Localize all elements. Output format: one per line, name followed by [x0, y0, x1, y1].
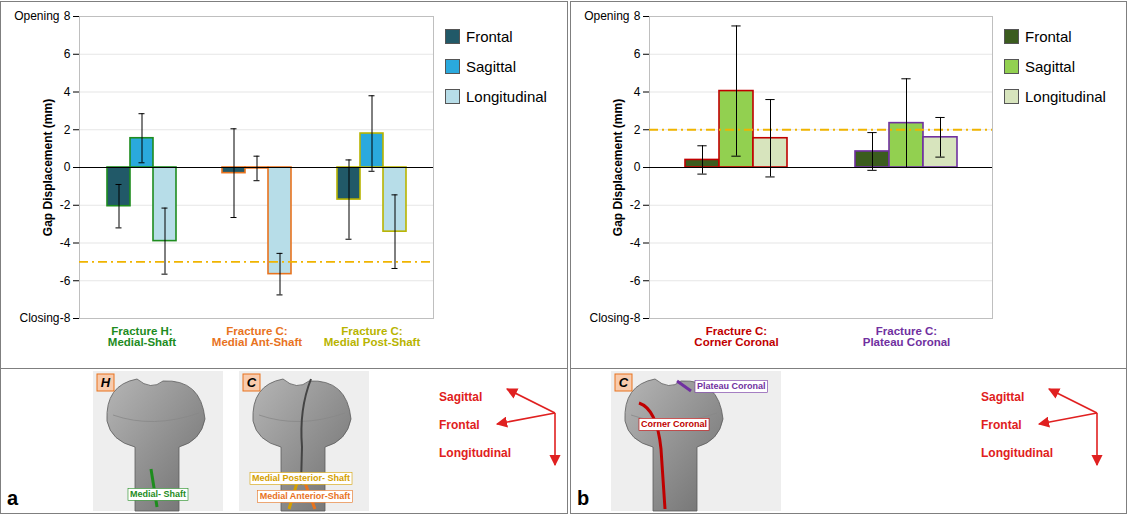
svg-text:Medial Posterior- Shaft: Medial Posterior- Shaft	[252, 473, 350, 483]
svg-text:-4: -4	[630, 236, 641, 250]
svg-text:2: 2	[64, 123, 71, 137]
html-text:Sagittal: Sagittal	[466, 58, 516, 75]
svg-text:Frontal: Frontal	[439, 418, 480, 432]
svg-text:Fracture C:Medial Ant-Shaft: Fracture C:Medial Ant-Shaft	[212, 325, 302, 349]
svg-text:2: 2	[634, 123, 641, 137]
svg-text:Gap Displacement (mm): Gap Displacement (mm)	[611, 99, 625, 236]
svg-text:Opening: Opening	[584, 9, 629, 23]
svg-text:-2: -2	[60, 198, 71, 212]
svg-text:Fracture H:Medial-Shaft: Fracture H:Medial-Shaft	[108, 325, 177, 349]
svg-text:Fracture C:Corner Coronal: Fracture C:Corner Coronal	[694, 325, 778, 349]
svg-text:Closing: Closing	[19, 311, 59, 325]
svg-text:8: 8	[634, 9, 641, 23]
svg-text:Opening: Opening	[14, 9, 59, 23]
svg-text:Sagittal: Sagittal	[439, 390, 482, 404]
svg-text:C: C	[619, 375, 629, 390]
svg-text:Longitudinal: Longitudinal	[981, 446, 1053, 460]
svg-text:-2: -2	[630, 198, 641, 212]
html-text:Sagittal: Sagittal	[1025, 58, 1075, 75]
svg-text:H: H	[101, 375, 111, 390]
svg-text:a: a	[7, 487, 19, 509]
svg-text:Closing: Closing	[589, 311, 629, 325]
svg-text:4: 4	[64, 85, 71, 99]
html-text:Frontal: Frontal	[466, 28, 513, 45]
svg-text:b: b	[577, 487, 589, 509]
svg-text:-8: -8	[630, 311, 641, 325]
svg-text:4: 4	[634, 85, 641, 99]
svg-text:0: 0	[634, 160, 641, 174]
svg-text:-8: -8	[60, 311, 71, 325]
svg-text:Corner Coronal: Corner Coronal	[641, 419, 707, 429]
svg-text:Sagittal: Sagittal	[981, 390, 1024, 404]
svg-text:Longitudinal: Longitudinal	[439, 446, 511, 460]
svg-text:6: 6	[634, 47, 641, 61]
html-text:Longitudinal: Longitudinal	[1025, 88, 1106, 105]
svg-text:-6: -6	[630, 274, 641, 288]
svg-text:Gap Displacement (mm): Gap Displacement (mm)	[41, 99, 55, 236]
svg-text:Medial Anterior-Shaft: Medial Anterior-Shaft	[260, 491, 351, 501]
svg-text:0: 0	[64, 160, 71, 174]
svg-text:Fracture C:Plateau Coronal: Fracture C:Plateau Coronal	[863, 325, 951, 349]
html-text:Frontal: Frontal	[1025, 28, 1072, 45]
svg-text:8: 8	[64, 9, 71, 23]
svg-text:-6: -6	[60, 274, 71, 288]
html-text:Longitudinal: Longitudinal	[466, 88, 547, 105]
svg-text:Frontal: Frontal	[981, 418, 1022, 432]
svg-text:C: C	[247, 375, 257, 390]
svg-text:Fracture C:Medial Post-Shaft: Fracture C:Medial Post-Shaft	[324, 325, 421, 349]
svg-text:6: 6	[64, 47, 71, 61]
svg-text:Plateau Coronal: Plateau Coronal	[697, 381, 766, 391]
svg-text:Medial- Shaft: Medial- Shaft	[130, 489, 186, 499]
svg-text:-4: -4	[60, 236, 71, 250]
